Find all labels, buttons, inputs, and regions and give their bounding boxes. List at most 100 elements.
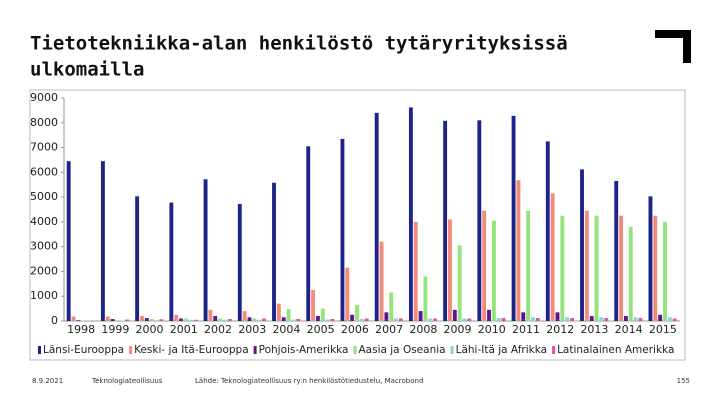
x-tick-label: 2012 [546, 323, 574, 336]
bar [448, 219, 452, 321]
x-tick-label: 1998 [67, 323, 95, 336]
bar [565, 317, 569, 321]
bar [111, 319, 115, 321]
bar [595, 216, 599, 321]
bar [311, 290, 315, 321]
legend-swatch [552, 346, 555, 354]
bar [213, 316, 217, 321]
bar [316, 316, 320, 321]
bar [140, 316, 144, 321]
bar [624, 316, 628, 321]
bar [604, 318, 608, 321]
bar [243, 311, 247, 321]
bar [463, 319, 467, 321]
bar [150, 319, 154, 321]
y-tick-label: 0 [51, 314, 58, 327]
bar [614, 181, 618, 321]
bar [492, 221, 496, 321]
bar [443, 121, 447, 321]
logo [655, 30, 691, 63]
bar [272, 183, 276, 321]
y-tick-label: 6000 [30, 165, 58, 178]
legend-swatch [38, 346, 41, 354]
bar [360, 319, 364, 321]
bar [551, 193, 555, 321]
x-tick-label: 2010 [478, 323, 506, 336]
bar [639, 318, 643, 321]
bar [428, 319, 432, 321]
bar [355, 305, 359, 321]
legend-label: Aasia ja Oseania [358, 344, 445, 356]
bar [155, 320, 159, 321]
bar [556, 312, 560, 321]
bar [560, 216, 564, 321]
bar [189, 320, 193, 321]
bar [238, 204, 242, 321]
bar [482, 211, 486, 321]
legend-swatch [451, 346, 454, 354]
bar [194, 320, 198, 321]
x-tick-label: 2013 [580, 323, 608, 336]
slide-title: ulkomailla [30, 59, 144, 81]
bar [101, 161, 105, 321]
bar [321, 309, 325, 321]
bar [306, 146, 310, 321]
bar [629, 227, 633, 321]
bar [394, 319, 398, 321]
bar [389, 293, 393, 321]
bar [252, 319, 256, 321]
bar [419, 311, 423, 321]
y-tick-label: 2000 [30, 264, 58, 277]
bar [599, 317, 603, 321]
bar [125, 320, 129, 321]
bar [521, 312, 525, 321]
bar [409, 107, 413, 321]
bar [296, 319, 300, 321]
slide-title: Tietotekniikka-alan henkilöstö tytäryrit… [30, 33, 568, 55]
bar [497, 318, 501, 321]
bar [634, 317, 638, 321]
bar [159, 319, 163, 321]
bar [467, 319, 471, 321]
bar [277, 304, 281, 321]
x-tick-label: 2009 [444, 323, 472, 336]
bar [326, 320, 330, 321]
bar [331, 319, 335, 321]
bar [262, 319, 266, 321]
bar [570, 318, 574, 321]
bar [536, 318, 540, 321]
bar [414, 222, 418, 321]
legend-label: Keski- ja Itä-Eurooppa [134, 344, 249, 356]
bar [341, 139, 345, 321]
legend-swatch [353, 346, 356, 354]
y-tick-label: 1000 [30, 289, 58, 302]
bar [291, 320, 295, 321]
bar [433, 319, 437, 321]
y-tick-label: 7000 [30, 141, 58, 154]
x-tick-label: 2005 [307, 323, 335, 336]
x-tick-label: 2007 [375, 323, 403, 336]
bar [663, 222, 667, 321]
bar [649, 196, 653, 321]
x-tick-label: 2011 [512, 323, 540, 336]
bar [619, 216, 623, 321]
bar [424, 276, 428, 321]
bar [179, 319, 183, 321]
x-tick-label: 1999 [101, 323, 129, 336]
bar [76, 320, 80, 321]
bar [223, 320, 227, 321]
x-tick-label: 2001 [170, 323, 198, 336]
x-tick-label: 2000 [136, 323, 164, 336]
x-tick-label: 2004 [272, 323, 300, 336]
y-tick-label: 8000 [30, 116, 58, 129]
bar [673, 319, 677, 321]
bar [228, 319, 232, 321]
footer-date: 8.9.2021 [32, 377, 63, 385]
bar [585, 211, 589, 321]
bar [458, 245, 462, 321]
legend-label: Länsi-Eurooppa [43, 344, 124, 356]
bar [106, 317, 110, 321]
bar [590, 316, 594, 321]
x-tick-label: 2006 [341, 323, 369, 336]
bar [145, 318, 149, 321]
